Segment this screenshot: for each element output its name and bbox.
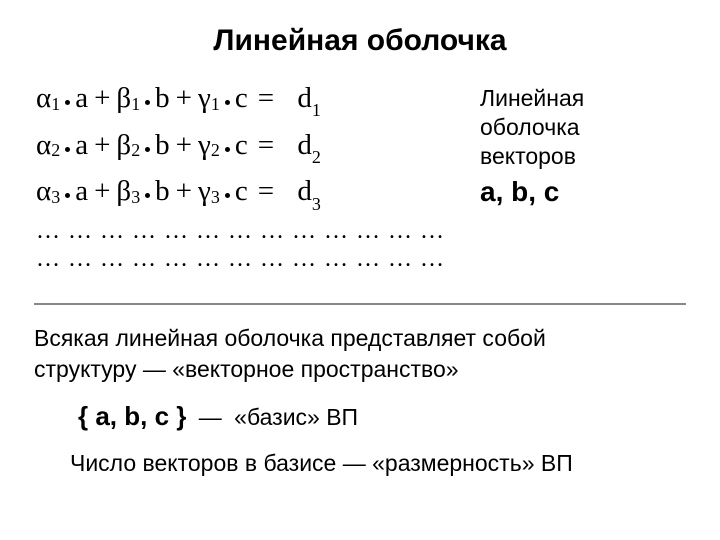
subscript: 3 xyxy=(312,194,321,214)
ellipsis-row: ………………………………… xyxy=(36,246,452,272)
dot-icon xyxy=(225,147,230,152)
bottom-text: Всякая линейная оболочка представляет со… xyxy=(34,323,686,479)
alpha-symbol: α xyxy=(36,76,51,121)
plus-op: + xyxy=(170,123,198,168)
beta-symbol: β xyxy=(116,76,131,121)
dot-icon xyxy=(145,193,150,198)
var-b: b xyxy=(155,76,170,121)
slide: Линейная оболочка α1a + β1b + γ1c = d1 α… xyxy=(0,0,720,540)
right-label-line: Линейная xyxy=(480,84,584,113)
subscript: 2 xyxy=(211,137,220,165)
subscript: 3 xyxy=(211,184,220,212)
var-d: d xyxy=(297,129,312,161)
var-a: a xyxy=(75,123,88,168)
beta-symbol: β xyxy=(116,123,131,168)
var-d: d xyxy=(297,175,312,207)
vector-set: { a, b, c } xyxy=(78,401,186,431)
paragraph: Всякая линейная оболочка представляет со… xyxy=(34,323,686,385)
basis-text: «базис» ВП xyxy=(234,404,358,430)
dot-icon xyxy=(65,147,70,152)
divider xyxy=(34,303,686,305)
plus-op: + xyxy=(170,76,198,121)
dash: — xyxy=(193,402,228,433)
subscript: 1 xyxy=(211,91,220,119)
gamma-symbol: γ xyxy=(198,76,211,121)
main-row: α1a + β1b + γ1c = d1 α2a + β2b + γ2c = d… xyxy=(34,76,686,273)
var-c: c xyxy=(235,123,248,168)
gamma-symbol: γ xyxy=(198,123,211,168)
alpha-symbol: α xyxy=(36,169,51,214)
result-d: d3 xyxy=(286,169,332,216)
plus-op: + xyxy=(88,123,116,168)
equation-row: α3a + β3b + γ3c = d3 xyxy=(36,169,452,216)
equals-op: = xyxy=(248,169,286,214)
plus-op: + xyxy=(88,76,116,121)
alpha-symbol: α xyxy=(36,123,51,168)
dot-icon xyxy=(145,147,150,152)
right-label-line: векторов xyxy=(480,142,584,171)
subscript: 2 xyxy=(312,147,321,167)
slide-title: Линейная оболочка xyxy=(34,24,686,58)
beta-symbol: β xyxy=(116,169,131,214)
equation-row: α1a + β1b + γ1c = d1 xyxy=(36,76,452,123)
subscript: 3 xyxy=(131,184,140,212)
result-d: d2 xyxy=(286,123,332,170)
subscript: 2 xyxy=(131,137,140,165)
dot-icon xyxy=(225,193,230,198)
right-label: Линейная оболочка векторов a, b, c xyxy=(480,84,584,209)
var-a: a xyxy=(75,76,88,121)
plus-op: + xyxy=(88,169,116,214)
var-c: c xyxy=(235,169,248,214)
subscript: 2 xyxy=(51,137,60,165)
right-label-vectors: a, b, c xyxy=(480,174,584,209)
dimension-line: Число векторов в базисе — «размерность» … xyxy=(70,448,686,479)
var-d: d xyxy=(297,82,312,114)
subscript: 1 xyxy=(51,91,60,119)
subscript: 1 xyxy=(312,100,321,120)
text-line: Всякая линейная оболочка представляет со… xyxy=(34,325,546,351)
equals-op: = xyxy=(248,123,286,168)
equations-block: α1a + β1b + γ1c = d1 α2a + β2b + γ2c = d… xyxy=(34,76,452,273)
subscript: 1 xyxy=(131,91,140,119)
text-line: структуру — «векторное пространство» xyxy=(34,356,459,382)
plus-op: + xyxy=(170,169,198,214)
var-b: b xyxy=(155,169,170,214)
var-a: a xyxy=(75,169,88,214)
result-d: d1 xyxy=(286,76,332,123)
subscript: 3 xyxy=(51,184,60,212)
var-c: c xyxy=(235,76,248,121)
dot-icon xyxy=(65,100,70,105)
dot-icon xyxy=(65,193,70,198)
equation-row: α2a + β2b + γ2c = d2 xyxy=(36,123,452,170)
basis-line: { a, b, c } — «базис» ВП xyxy=(78,399,686,434)
right-label-line: оболочка xyxy=(480,113,584,142)
equals-op: = xyxy=(248,76,286,121)
dot-icon xyxy=(145,100,150,105)
gamma-symbol: γ xyxy=(198,169,211,214)
var-b: b xyxy=(155,123,170,168)
dot-icon xyxy=(225,100,230,105)
ellipsis-row: ………………………………… xyxy=(36,218,452,244)
